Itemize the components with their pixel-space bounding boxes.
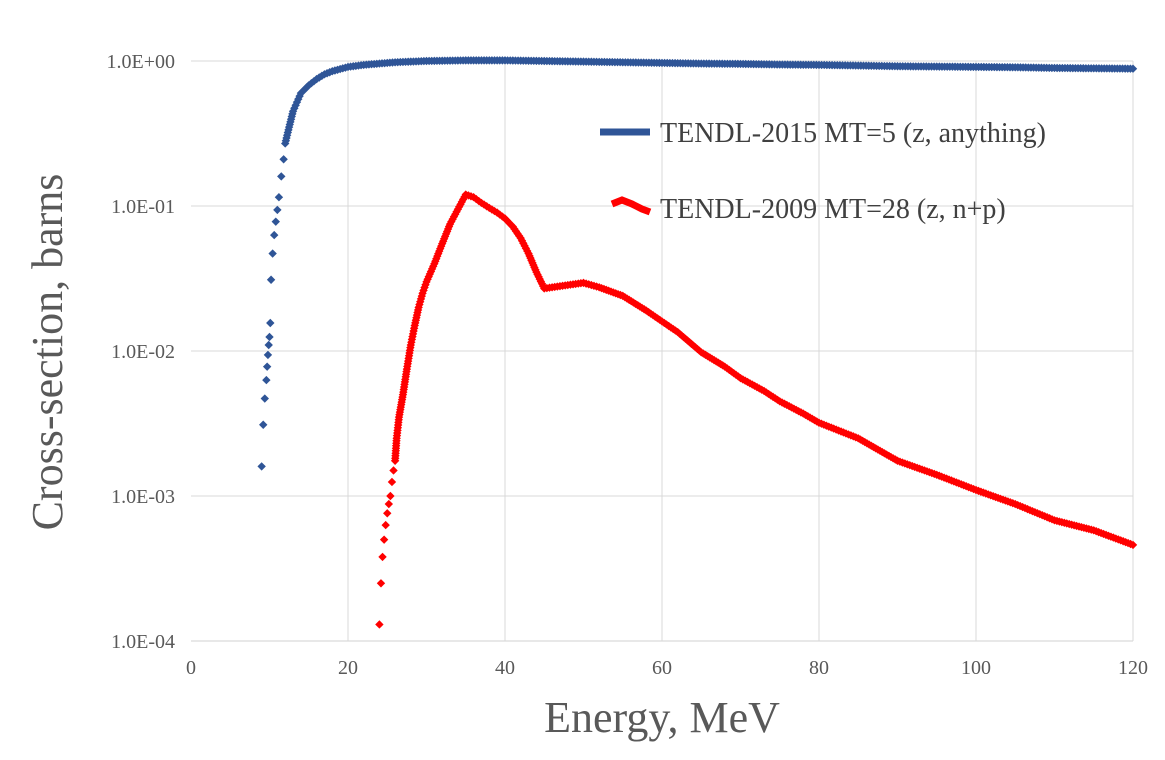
y-tick-label-4: 1.0E+00 xyxy=(107,51,176,73)
legend-item-tendl-2009: TENDL-2009 MT=28 (z, n+p) xyxy=(610,194,1006,225)
series-0-point xyxy=(1128,64,1138,73)
x-tick-label-0: 0 xyxy=(186,657,196,679)
series-1-point xyxy=(383,509,392,518)
legend-item-tendl-2015: TENDL-2015 MT=5 (z, anything) xyxy=(600,118,1046,149)
y-tick-label-1: 1.0E-03 xyxy=(111,486,175,508)
series-1-point xyxy=(389,466,398,475)
series-0-point xyxy=(262,362,272,371)
series-0-point xyxy=(304,81,313,90)
series-0 xyxy=(257,56,1138,471)
plot-area xyxy=(257,56,1138,629)
series-0-point xyxy=(270,230,279,240)
series-1-point xyxy=(378,552,387,562)
series-1-point xyxy=(387,477,397,487)
y-tick-label-2: 1.0E-02 xyxy=(111,341,175,363)
series-0-point xyxy=(265,332,274,342)
series-0-point xyxy=(259,420,268,429)
x-tick-label-40: 40 xyxy=(495,657,515,679)
series-1-point xyxy=(384,499,394,509)
series-1-point xyxy=(376,579,386,588)
series-0-point xyxy=(288,107,298,116)
grid xyxy=(191,60,1134,641)
x-tick-label-80: 80 xyxy=(809,657,829,679)
series-0-point xyxy=(291,101,300,110)
series-0-point xyxy=(260,394,269,403)
series-1-point xyxy=(379,535,389,544)
legend-label-tendl-2015: TENDL-2015 MT=5 (z, anything) xyxy=(660,118,1046,149)
series-0-point xyxy=(266,318,275,328)
series-0-point xyxy=(277,172,286,181)
series-0-point xyxy=(279,155,288,164)
x-tick-label-20: 20 xyxy=(338,657,358,679)
x-axis-title: Energy, MeV xyxy=(544,693,780,742)
series-0-point xyxy=(257,462,266,471)
legend-label-tendl-2009: TENDL-2009 MT=28 (z, n+p) xyxy=(660,194,1006,225)
series-0-point xyxy=(274,192,284,202)
series-1-point xyxy=(498,212,507,221)
series-0-point xyxy=(263,350,273,360)
series-0-point xyxy=(264,340,273,350)
x-tick-label-60: 60 xyxy=(652,657,672,679)
y-tick-label-3: 1.0E-01 xyxy=(111,196,175,218)
tick-labels: 0 20 40 60 80 100 120 1.0E-04 1.0E-03 1.0E-02 1.0E… xyxy=(107,51,1149,679)
y-axis-title: Cross-section, barns xyxy=(23,174,72,531)
series-0-point xyxy=(271,217,280,226)
series-1-point xyxy=(1128,540,1138,550)
series-1-point xyxy=(375,620,384,629)
series-1-point xyxy=(386,491,395,501)
series-0-point xyxy=(262,375,271,385)
y-tick-label-0: 1.0E-04 xyxy=(111,631,175,653)
series-0-point xyxy=(268,249,277,258)
series-1-point xyxy=(381,520,390,530)
series-0-point xyxy=(273,205,282,215)
x-tick-label-120: 120 xyxy=(1118,657,1148,679)
legend: TENDL-2015 MT=5 (z, anything) TENDL-2009… xyxy=(600,118,1046,225)
legend-swatch-tendl-2009 xyxy=(610,196,652,216)
x-tick-label-100: 100 xyxy=(961,657,991,679)
series-1 xyxy=(375,190,1138,629)
series-0-point xyxy=(266,275,276,284)
